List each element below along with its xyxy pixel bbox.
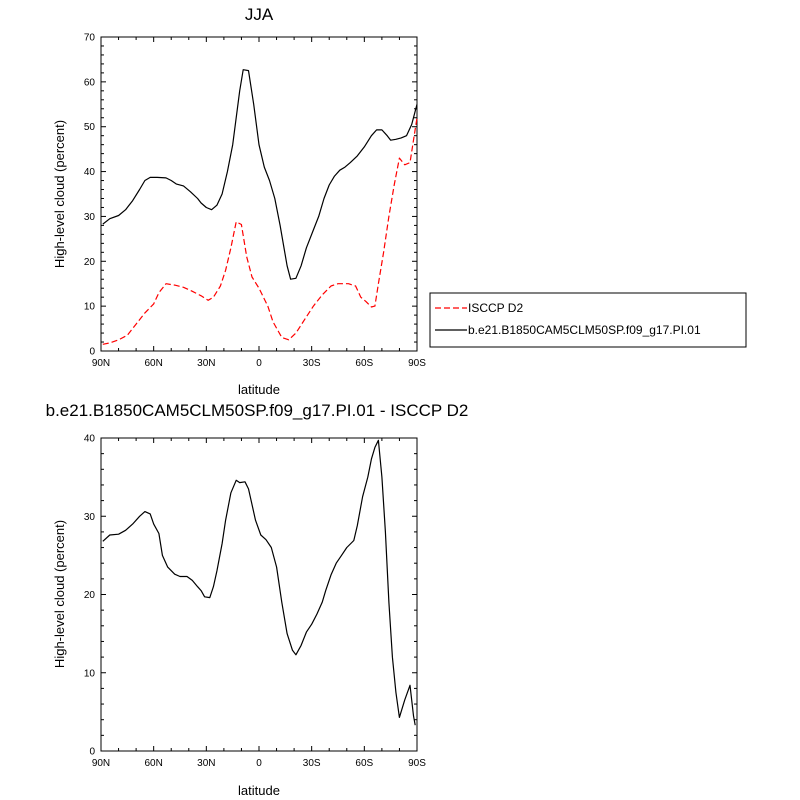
top-x-tick-label: 30N <box>197 358 215 369</box>
top-y-axis: 0 10 20 30 40 50 60 70 <box>84 33 417 358</box>
bottom-series-line-0 <box>102 439 416 726</box>
top-x-axis-label: latitude <box>238 382 280 397</box>
top-y-tick-label: 10 <box>84 302 96 313</box>
bottom-plot-frame <box>100 437 418 752</box>
bottom-y-tick-label: 30 <box>84 512 96 523</box>
legend-label-model: b.e21.B1850CAM5CLM50SP.f09_g17.PI.01 <box>468 323 701 337</box>
top-series-line-1 <box>102 69 418 280</box>
bottom-y-axis-label: High-level cloud (percent) <box>52 520 67 668</box>
bottom-chart-title: b.e21.B1850CAM5CLM50SP.f09_g17.PI.01 - I… <box>46 401 469 420</box>
bottom-x-axis-label: latitude <box>238 783 280 798</box>
top-x-tick-label: 90S <box>408 358 426 369</box>
bottom-x-tick-label: 90N <box>92 758 110 769</box>
top-plot-frame <box>100 36 418 352</box>
bottom-x-tick-label: 60N <box>144 758 162 769</box>
top-y-tick-label: 70 <box>84 33 96 44</box>
top-y-axis-label: High-level cloud (percent) <box>52 120 67 268</box>
bottom-y-tick-label: 0 <box>89 747 95 758</box>
top-series-line-0 <box>102 117 418 345</box>
bottom-x-tick-label: 30S <box>303 758 321 769</box>
bottom-panel: b.e21.B1850CAM5CLM50SP.f09_g17.PI.01 - I… <box>46 401 469 798</box>
top-x-tick-label: 60S <box>355 358 373 369</box>
bottom-x-tick-label: 0 <box>256 758 262 769</box>
bottom-y-axis: 0 10 20 30 40 <box>84 434 417 758</box>
bottom-x-axis: 90N 60N 30N 0 30S 60S 90S <box>92 438 426 769</box>
top-y-tick-label: 0 <box>89 347 95 358</box>
top-x-tick-label: 90N <box>92 358 110 369</box>
top-x-tick-label: 0 <box>256 358 262 369</box>
legend: ISCCP D2 b.e21.B1850CAM5CLM50SP.f09_g17.… <box>429 292 747 348</box>
top-series-layer <box>102 69 418 345</box>
legend-label-isccp: ISCCP D2 <box>468 301 523 315</box>
bottom-y-tick-label: 20 <box>84 590 96 601</box>
bottom-x-tick-label: 90S <box>408 758 426 769</box>
top-x-axis: 90N 60N 30N 0 30S 60S 90S <box>92 37 426 369</box>
bottom-y-tick-label: 40 <box>84 434 96 445</box>
bottom-x-tick-label: 60S <box>355 758 373 769</box>
top-x-tick-label: 60N <box>144 358 162 369</box>
bottom-series-layer <box>102 439 416 726</box>
top-chart-title: JJA <box>245 5 274 24</box>
legend-frame <box>429 292 747 348</box>
top-y-tick-label: 20 <box>84 257 96 268</box>
bottom-x-tick-label: 30N <box>197 758 215 769</box>
top-y-tick-label: 40 <box>84 167 96 178</box>
top-x-tick-label: 30S <box>303 358 321 369</box>
top-y-tick-label: 50 <box>84 122 96 133</box>
top-y-tick-label: 60 <box>84 77 96 88</box>
bottom-y-tick-label: 10 <box>84 668 96 679</box>
top-y-tick-label: 30 <box>84 212 96 223</box>
